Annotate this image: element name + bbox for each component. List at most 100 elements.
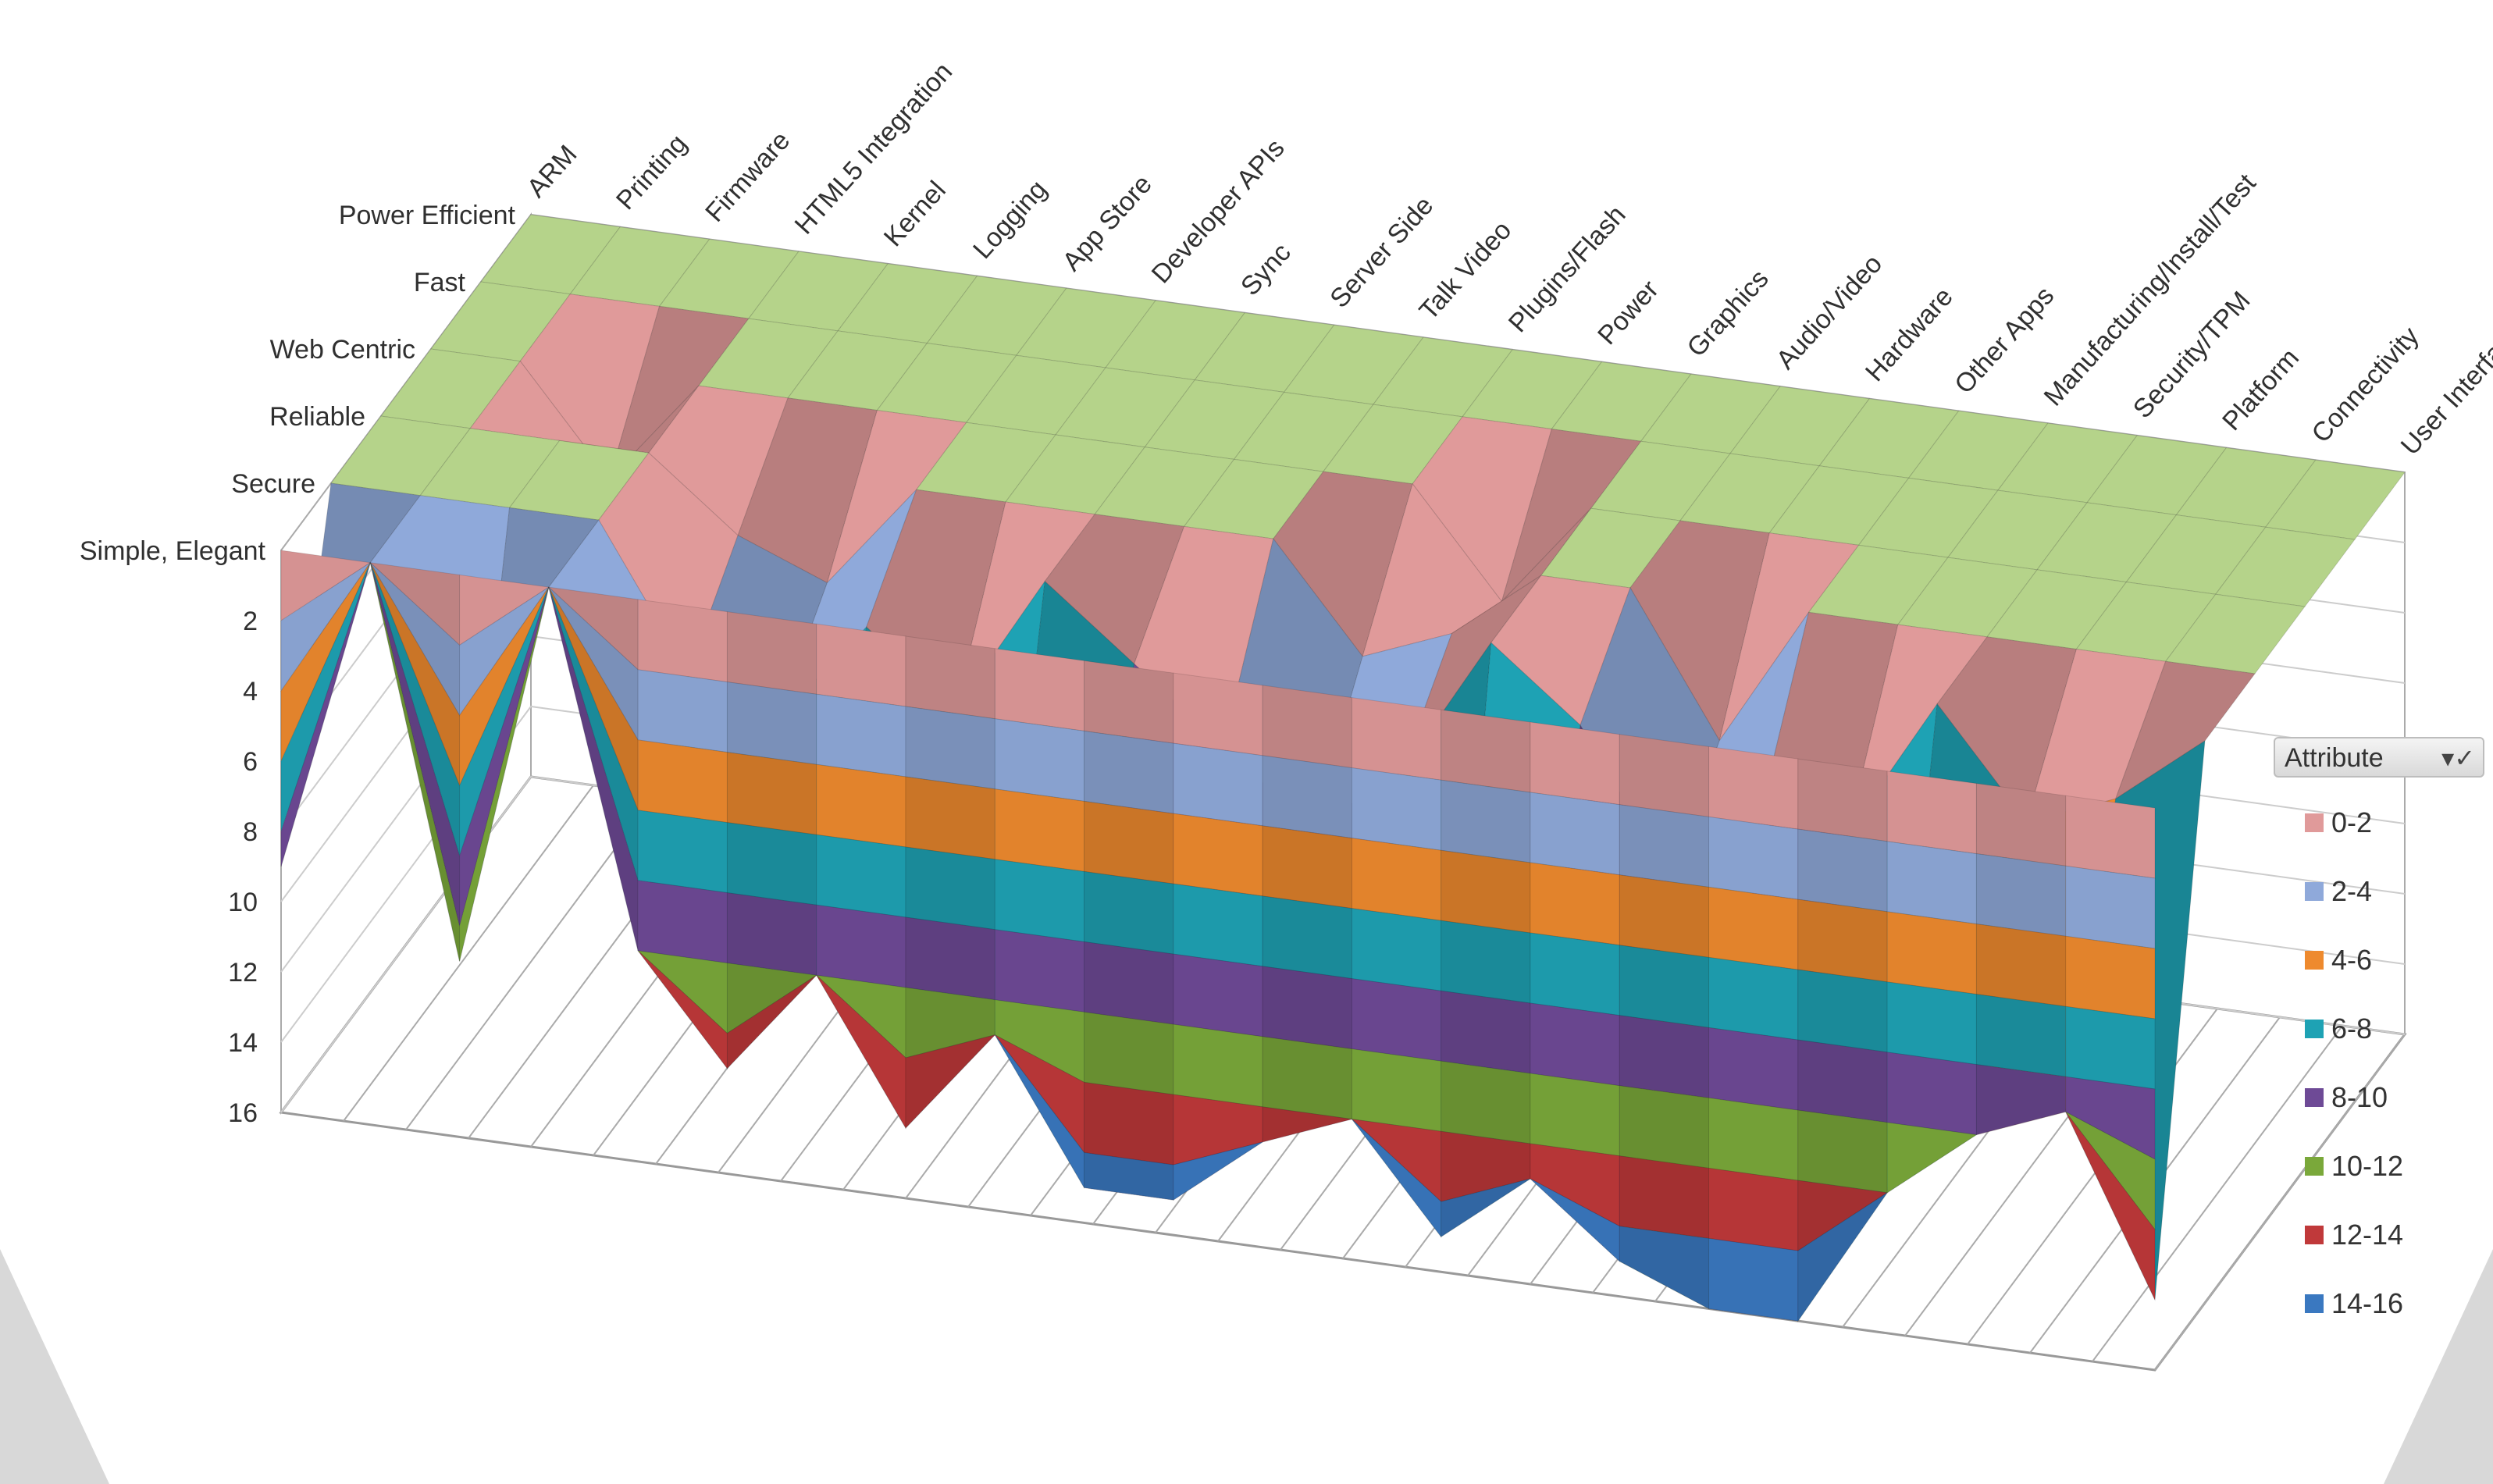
surface-band: [1530, 932, 1620, 1016]
row-label: Power Efficient: [339, 201, 516, 230]
surface-band: [2065, 1111, 2156, 1301]
surface-band: [905, 916, 995, 1001]
surface-band: [1797, 969, 1888, 1053]
row-label: Simple, Elegant: [80, 536, 266, 566]
legend-swatch: [2305, 813, 2324, 832]
surface-band: [459, 586, 550, 786]
surface-band: [637, 599, 728, 683]
surface-band: [816, 904, 906, 988]
surface-band: [1351, 907, 1442, 991]
surface-band: [1173, 742, 1263, 827]
floor-gridline: [2154, 1034, 2406, 1371]
surface-band: [905, 706, 995, 790]
surface-band: [637, 739, 728, 824]
surface-band: [1975, 782, 2067, 867]
surface-band: [816, 693, 906, 778]
surface-band: [1619, 1085, 1710, 1169]
surface-band: [1708, 816, 1799, 900]
surface-band: [1886, 1122, 1978, 1194]
column-label: Talk Video: [1414, 215, 1518, 326]
column-label: Kernel: [878, 176, 952, 252]
surface-band: [1975, 923, 2067, 1007]
surface-band: [1173, 813, 1263, 897]
column-label: Printing: [611, 129, 693, 215]
column-label: Platform: [2217, 343, 2305, 436]
surface-band: [1797, 1109, 1888, 1194]
surface-band: [1351, 837, 1442, 921]
surface-band: [1708, 746, 1799, 830]
legend-swatch: [2305, 1020, 2324, 1038]
column-label: Power: [1592, 275, 1665, 351]
legend-swatch: [2305, 951, 2324, 970]
surface-band: [1351, 767, 1442, 851]
legend-item: 2-4: [2305, 868, 2372, 915]
surface-band: [2065, 1111, 2156, 1231]
column-label: Other Apps: [1949, 281, 2060, 400]
legend-item: 10-12: [2305, 1143, 2403, 1190]
surface-band: [1084, 800, 1174, 884]
column-label: Manufacturing/Install/Test: [2039, 168, 2263, 411]
surface-band: [994, 648, 1085, 732]
surface-band: [1530, 792, 1620, 876]
surface-band: [459, 586, 550, 927]
surface-band: [1441, 709, 1531, 793]
floor-gridline: [343, 785, 594, 1122]
column-label: Graphics: [1681, 264, 1774, 363]
legend-label: 12-14: [2331, 1219, 2404, 1251]
z-tick-label: 10: [228, 888, 258, 917]
surface-band: [2065, 865, 2156, 949]
surface-band: [1084, 1011, 1174, 1095]
legend: Attribute ▾✓ 0-2 2-4 4-6 6-8 8-10 10-12 12-14 1…: [2274, 737, 2484, 1330]
surface-band: [905, 776, 995, 860]
z-tick-label: 4: [243, 677, 258, 706]
legend-swatch: [2305, 1088, 2324, 1107]
legend-item: 6-8: [2305, 1005, 2372, 1052]
legend-swatch: [2305, 882, 2324, 901]
surface-mesh: [280, 214, 2406, 1323]
surface-band: [726, 681, 817, 765]
surface-band: [1262, 685, 1352, 769]
surface-band: [1173, 883, 1263, 967]
surface-band: [1084, 870, 1174, 955]
legend-item: 0-2: [2305, 799, 2372, 846]
surface-band: [459, 586, 550, 717]
surface-band: [637, 810, 728, 894]
surface-band: [1173, 1141, 1263, 1201]
surface-band: [726, 974, 817, 1069]
surface-band: [1797, 1192, 1888, 1322]
column-label: Sync: [1235, 237, 1297, 301]
surface-band: [1530, 1002, 1620, 1087]
row-label: Fast: [414, 268, 466, 297]
surface-band: [1886, 911, 1977, 995]
surface-band: [1351, 1048, 1442, 1132]
surface-band: [726, 751, 817, 835]
surface-band: [1708, 1097, 1799, 1181]
surface-band: [1797, 758, 1888, 842]
surface-band: [1619, 945, 1710, 1029]
surface-band: [905, 635, 995, 720]
surface-band: [1886, 981, 1977, 1066]
legend-label: 4-6: [2331, 944, 2373, 976]
surface-band: [1708, 1167, 1799, 1251]
surface-band: [1262, 895, 1352, 980]
surface-band: [2065, 795, 2156, 879]
surface-band: [1441, 849, 1531, 934]
surface-band: [816, 623, 906, 707]
legend-label: 2-4: [2331, 875, 2373, 907]
floor-gridline: [2092, 1025, 2343, 1362]
surface-band: [1797, 1039, 1888, 1123]
surface-band: [994, 788, 1085, 873]
surface-band: [2065, 935, 2156, 1020]
surface-band: [637, 669, 728, 753]
z-tick-label: 16: [228, 1098, 258, 1128]
legend-label: 10-12: [2331, 1150, 2404, 1182]
legend-title[interactable]: Attribute ▾✓: [2274, 737, 2484, 778]
legend-label: 6-8: [2331, 1012, 2373, 1044]
filter-check-icon[interactable]: ▾✓: [2441, 744, 2475, 772]
surface-band: [1619, 804, 1710, 888]
surface-band: [637, 880, 728, 964]
surface-band: [1530, 862, 1620, 946]
surface-band: [816, 763, 906, 848]
